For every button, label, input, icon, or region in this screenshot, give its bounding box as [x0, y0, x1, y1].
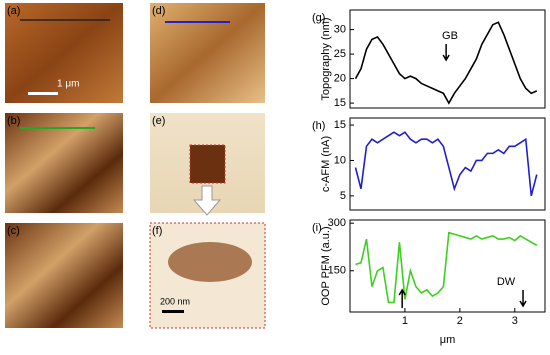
data-line [355, 231, 538, 304]
image-d [150, 3, 265, 103]
y-axis-label: OOP PFM (a.u.) [320, 226, 332, 305]
panel-label: (h) [312, 120, 325, 132]
y-tick-label: 25 [334, 48, 346, 60]
y-tick-label: 30 [334, 24, 346, 36]
plot-frame [349, 117, 546, 211]
panel-label: (c) [7, 225, 20, 237]
panel-label: (i) [312, 222, 322, 234]
panel-label: (a) [7, 5, 20, 17]
data-line [354, 21, 538, 105]
panel-label: (e) [152, 115, 165, 127]
panel-label: (d) [152, 5, 165, 17]
y-tick-label: 15 [334, 97, 346, 109]
scale-bar [162, 310, 184, 313]
scale-bar [28, 92, 58, 95]
arrow [192, 185, 222, 216]
y-tick-label: 20 [334, 73, 346, 85]
annotation: GB [442, 30, 458, 42]
annotation-arrow [398, 288, 406, 308]
panel-label: (g) [312, 12, 325, 24]
panel-label: (b) [7, 115, 20, 127]
annotation-arrow [442, 44, 450, 62]
x-tick-label: 3 [512, 315, 518, 327]
image-b [5, 113, 123, 213]
annotation-arrow [519, 290, 527, 308]
plot-frame [349, 9, 546, 109]
image-c [5, 223, 123, 328]
y-tick-label: 300 [328, 217, 346, 229]
annotation: DW [497, 276, 516, 288]
feature [168, 242, 252, 282]
defect-region [189, 144, 226, 184]
y-axis-label: c-AFM (nA) [320, 136, 332, 192]
y-tick-label: 10 [334, 154, 346, 166]
scale-bar-label: 200 nm [160, 296, 190, 306]
y-tick-label: 15 [334, 119, 346, 131]
scale-bar-label: 1 μm [57, 79, 79, 90]
y-axis-label: Topography (nm) [320, 17, 332, 100]
plot-frame [349, 219, 546, 313]
panel-label: (f) [152, 225, 162, 237]
x-tick-label: 2 [457, 315, 463, 327]
x-axis-label: μm [440, 334, 456, 346]
y-tick-label: 5 [340, 190, 346, 202]
data-line [354, 131, 538, 197]
y-tick-label: 150 [328, 265, 346, 277]
x-tick-label: 1 [402, 315, 408, 327]
